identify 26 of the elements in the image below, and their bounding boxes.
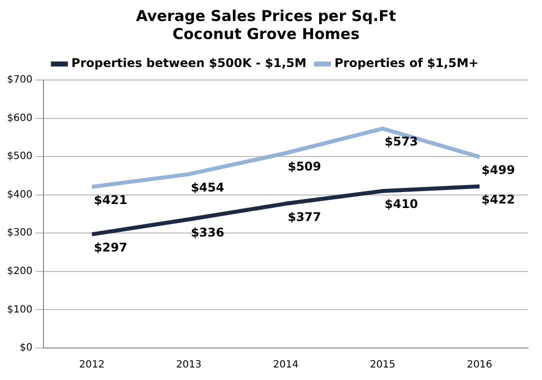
data-label: $336 [190,225,224,240]
x-tick-label: 2014 [273,360,298,371]
y-tick-label: $100 [6,304,32,316]
y-tick-label: $500 [6,151,32,162]
legend-label: Properties between $500K - $1,5M [71,56,306,70]
y-tick-label: $200 [6,266,32,278]
data-label: $377 [288,210,322,224]
y-tick-label: $400 [6,189,32,200]
y-tick-label: $0 [20,342,32,354]
y-tick-label: $700 [6,74,32,86]
data-label: $454 [190,180,224,194]
x-tick-label: 2012 [79,360,105,371]
y-tick-label: $300 [6,228,32,239]
data-label: $410 [384,197,418,212]
x-tick-label: 2013 [176,360,202,371]
chart-title: Average Sales Prices per Sq.Ft Coconut Grove Homes [136,6,396,43]
data-label: $499 [482,163,515,178]
data-label: $297 [94,240,128,254]
legend-label: Properties of $1,5M+ [334,56,479,70]
data-label: $421 [94,192,128,207]
x-tick-label: 2016 [466,360,492,371]
data-label: $422 [482,192,515,207]
data-label: $509 [288,159,322,174]
x-tick-label: 2015 [370,360,396,371]
y-tick-label: $600 [6,112,32,124]
data-label: $573 [384,134,418,149]
